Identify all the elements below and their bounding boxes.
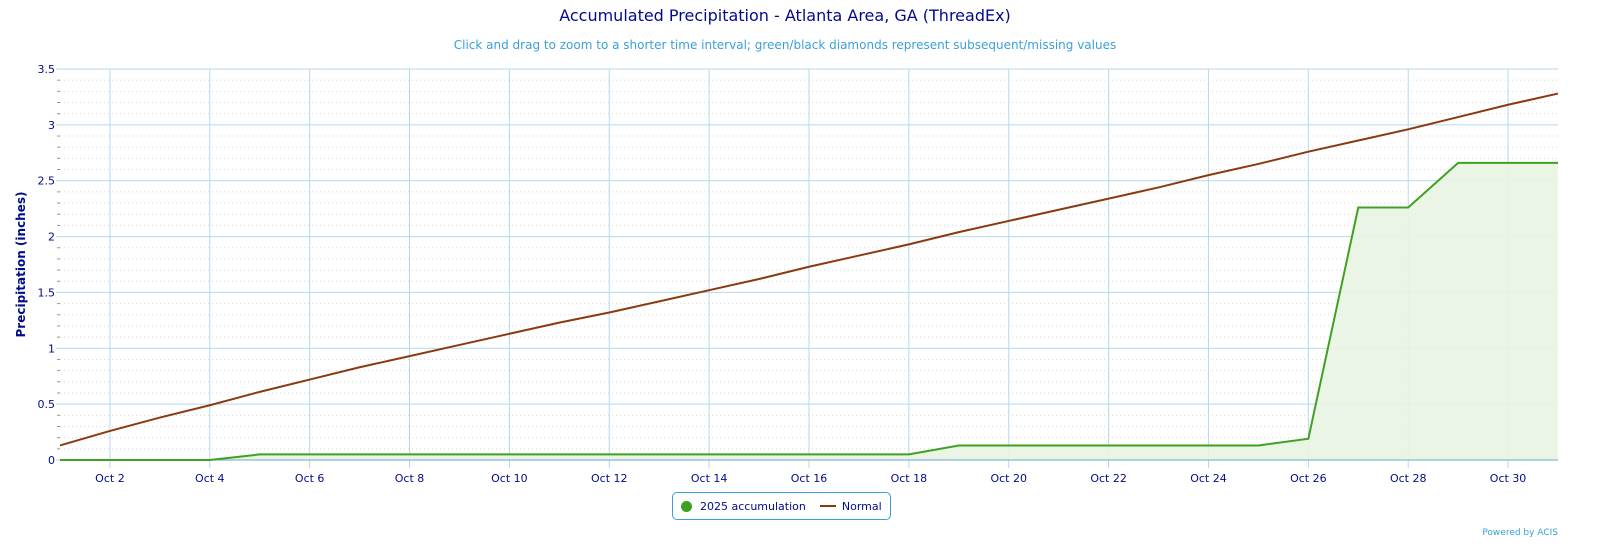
credit-link[interactable]: Powered by ACIS bbox=[1482, 528, 1558, 538]
x-tick-label: Oct 10 bbox=[491, 472, 528, 485]
x-tick-label: Oct 8 bbox=[395, 472, 425, 485]
y-tick-label: 2.5 bbox=[38, 175, 56, 188]
y-tick-label: 0.5 bbox=[38, 398, 56, 411]
legend-dot-icon bbox=[681, 500, 692, 512]
x-tick-label: Oct 6 bbox=[295, 472, 325, 485]
x-tick-label: Oct 30 bbox=[1490, 472, 1527, 485]
legend-line-icon bbox=[819, 505, 836, 507]
y-tick-label: 2 bbox=[48, 231, 55, 244]
legend-label: 2025 accumulation bbox=[700, 499, 806, 513]
y-tick-label: 0 bbox=[48, 454, 55, 467]
y-axis-label: Precipitation (inches) bbox=[14, 192, 28, 338]
x-tick-label: Oct 26 bbox=[1290, 472, 1327, 485]
x-tick-label: Oct 18 bbox=[891, 472, 928, 485]
chart-subtitle: Click and drag to zoom to a shorter time… bbox=[453, 38, 1117, 52]
legend: 2025 accumulation Normal bbox=[672, 492, 891, 520]
y-tick-label: 3 bbox=[48, 119, 55, 132]
x-tick-label: Oct 16 bbox=[791, 472, 828, 485]
y-tick-label: 1.5 bbox=[38, 286, 56, 299]
x-tick-label: Oct 20 bbox=[990, 472, 1027, 485]
series-line-2025 bbox=[60, 161, 1558, 461]
x-tick-label: Oct 24 bbox=[1190, 472, 1227, 485]
y-tick-label: 3.5 bbox=[38, 63, 56, 76]
accumulation-area bbox=[60, 162, 1558, 460]
legend-item-normal[interactable]: Normal bbox=[819, 499, 882, 513]
x-tick-label: Oct 2 bbox=[95, 472, 125, 485]
x-tick-label: Oct 4 bbox=[195, 472, 225, 485]
x-tick-label: Oct 22 bbox=[1090, 472, 1127, 485]
legend-item-2025[interactable]: 2025 accumulation bbox=[681, 500, 806, 513]
y-tick-label: 1 bbox=[48, 342, 55, 355]
x-tick-label: Oct 14 bbox=[691, 472, 728, 485]
x-tick-label: Oct 12 bbox=[591, 472, 628, 485]
series-line-normal bbox=[59, 92, 1559, 447]
x-tick-label: Oct 28 bbox=[1390, 472, 1427, 485]
legend-label: Normal bbox=[841, 499, 882, 513]
chart-title: Accumulated Precipitation - Atlanta Area… bbox=[559, 6, 1011, 25]
